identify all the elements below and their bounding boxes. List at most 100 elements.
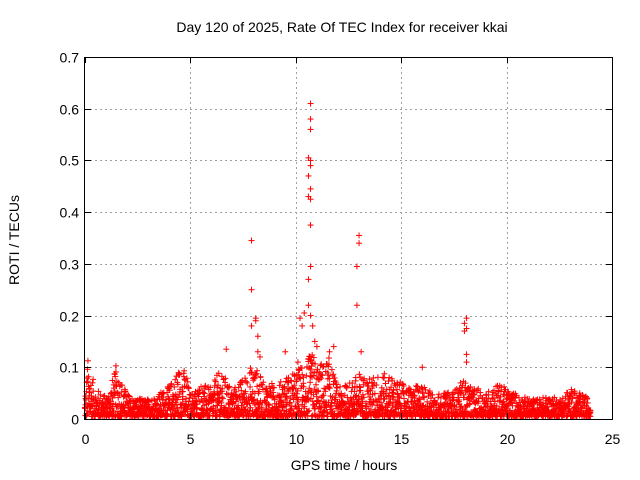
data-point <box>207 384 214 391</box>
data-point <box>311 338 318 345</box>
data-point <box>212 378 219 385</box>
data-point <box>566 393 573 400</box>
data-point <box>85 373 92 380</box>
data-point <box>84 407 91 414</box>
data-point <box>116 391 123 398</box>
data-point <box>485 395 492 402</box>
data-point <box>452 387 459 394</box>
data-point <box>414 383 421 390</box>
data-point <box>463 351 470 358</box>
data-point <box>386 374 393 381</box>
data-point <box>299 371 306 378</box>
data-point <box>307 126 314 133</box>
data-point <box>363 400 370 407</box>
data-point <box>238 387 245 394</box>
data-point <box>90 388 97 395</box>
data-point <box>337 383 344 390</box>
data-point <box>349 384 356 391</box>
data-point <box>453 386 460 393</box>
data-point <box>145 398 152 405</box>
data-point <box>307 162 314 169</box>
data-point <box>458 403 465 410</box>
data-point <box>224 384 231 391</box>
data-point <box>311 360 318 367</box>
data-point <box>584 399 591 406</box>
data-point <box>283 394 290 401</box>
data-point <box>313 381 320 388</box>
data-point <box>307 222 314 229</box>
data-point <box>199 399 206 406</box>
data-point <box>318 375 325 382</box>
data-point <box>388 384 395 391</box>
data-point <box>257 374 264 381</box>
data-point <box>242 375 249 382</box>
data-point <box>113 403 120 410</box>
data-point <box>405 385 412 392</box>
data-point <box>389 393 396 400</box>
data-point <box>307 196 314 203</box>
data-point <box>244 379 251 386</box>
data-point <box>558 400 565 407</box>
data-point <box>421 394 428 401</box>
data-point <box>185 398 192 405</box>
data-point <box>174 381 181 388</box>
x-tick-label: 0 <box>82 431 90 447</box>
data-point <box>86 389 93 396</box>
data-point <box>313 393 320 400</box>
data-point <box>315 397 322 404</box>
data-point <box>299 322 306 329</box>
data-point <box>90 376 97 383</box>
data-point <box>196 387 203 394</box>
data-point <box>338 392 345 399</box>
data-point <box>235 384 242 391</box>
data-point <box>371 390 378 397</box>
data-point <box>253 406 260 413</box>
data-point <box>416 395 423 402</box>
data-point <box>476 405 483 412</box>
data-point <box>178 401 185 408</box>
data-point <box>356 383 363 390</box>
data-point <box>326 375 333 382</box>
data-point <box>419 390 426 397</box>
data-point <box>254 383 261 390</box>
data-point <box>266 402 273 409</box>
data-point <box>176 371 183 378</box>
data-point <box>325 372 332 379</box>
data-point <box>271 384 278 391</box>
y-tick-label: 0.3 <box>60 257 80 273</box>
data-point <box>167 383 174 390</box>
data-point <box>369 382 376 389</box>
y-tick-label: 0.7 <box>60 50 80 66</box>
data-point <box>353 302 360 309</box>
data-point <box>546 397 553 404</box>
data-point <box>171 383 178 390</box>
data-point <box>251 375 258 382</box>
data-point <box>223 390 230 397</box>
data-point <box>270 393 277 400</box>
data-point <box>296 374 303 381</box>
data-point <box>126 393 133 400</box>
data-point <box>197 398 204 405</box>
data-point <box>256 400 263 407</box>
data-point <box>179 388 186 395</box>
data-point <box>247 383 254 390</box>
data-point <box>214 412 221 419</box>
data-point <box>180 373 187 380</box>
data-point <box>254 333 261 340</box>
data-point <box>219 388 226 395</box>
data-point <box>514 402 521 409</box>
data-point <box>386 392 393 399</box>
data-point <box>215 382 222 389</box>
data-point <box>485 388 492 395</box>
data-point <box>84 357 91 364</box>
data-point <box>304 396 311 403</box>
data-point <box>300 405 307 412</box>
data-point <box>400 381 407 388</box>
data-point <box>239 379 246 386</box>
data-point <box>424 398 431 405</box>
data-point <box>334 384 341 391</box>
data-point <box>395 393 402 400</box>
x-tick-label: 10 <box>289 431 305 447</box>
data-point <box>97 391 104 398</box>
data-point <box>88 392 95 399</box>
